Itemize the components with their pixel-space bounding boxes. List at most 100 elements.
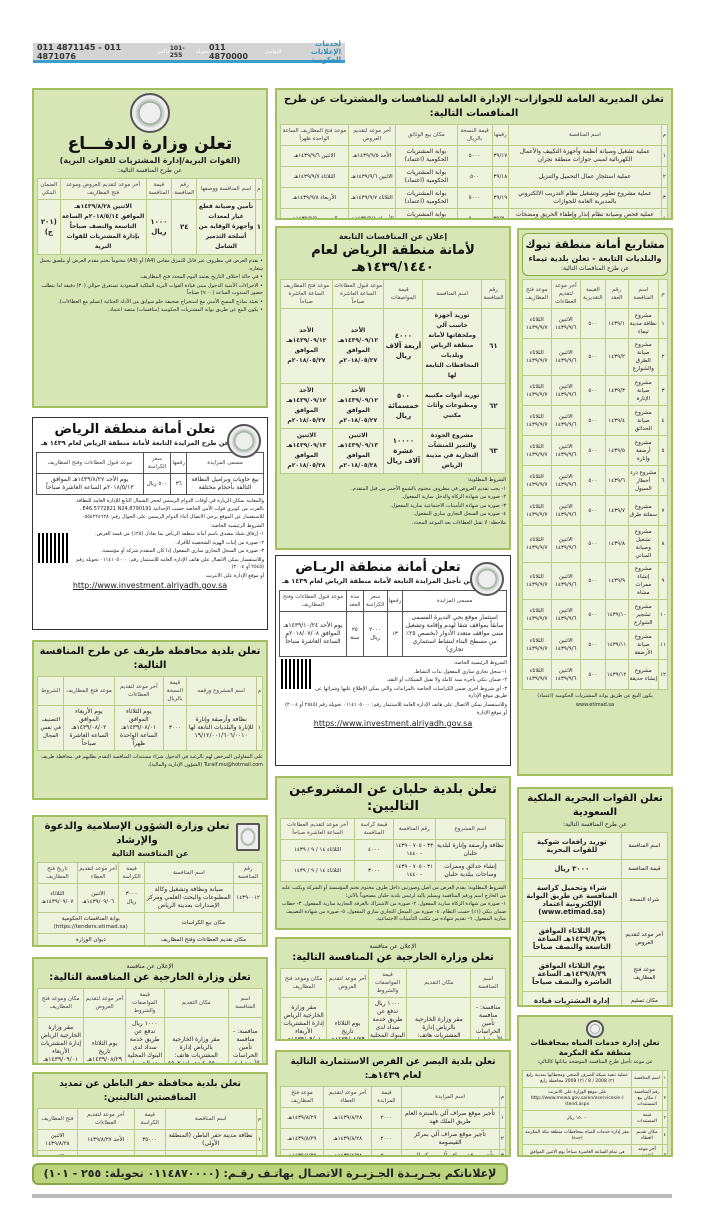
table-row: موعد فتح المظاريف يوم الثلاثاء الموافق ١٤… <box>522 956 669 992</box>
tender-table: م اسم المنافسة رقمها قيمة النسخة بالريال مكا… <box>280 124 669 218</box>
row-label: قيمة المنافسة <box>620 859 669 879</box>
table-cell: نظافة وأرصفة وإنارة لبلدية حلبان <box>434 839 507 861</box>
table-cell: ٤ <box>660 208 669 218</box>
column-header: مكان بيع الوثائق <box>395 124 458 146</box>
column-header: اسم المنافسة <box>143 862 235 884</box>
tender-table: اسم المشروع رقم المنافسة قيمة كراسة المناف… <box>279 818 507 882</box>
ad-notes: • يقدم العرض في مظروف غير قابل للتمزق مق… <box>37 258 263 315</box>
table-cell: استثمار موقع بحي النديرة المسمى سابقاً ب… <box>402 611 507 657</box>
note-line: • يقدم العرض في مظروف غير قابل للتمزق مق… <box>39 258 263 272</box>
table-row: ١٤٣٩٠٠١٢ صيانة ونظافة وتشغيل وكالة المطبو… <box>37 883 263 913</box>
table-row: مكان تسليم العروضإدارة المشتريات قيادة ا… <box>522 991 669 1005</box>
table-cell: مكان بيع الكراسات <box>143 912 264 934</box>
row-value: توريد رافعات شوكية للقوات البحرية <box>522 832 622 860</box>
note-line: www.etimad.sa <box>575 701 615 708</box>
note-line: على المقاولين المرخص لهم بالرغبة في الدخ… <box>41 754 263 768</box>
row-label: شراء النسخة <box>620 878 669 922</box>
table-cell: ١٤٣٩/٨ <box>604 525 629 563</box>
ad-islamic-affairs: تعلن وزارة الشؤون الإسلامية والدعوة والإ… <box>32 815 268 947</box>
table-cell: ٩ <box>658 562 668 600</box>
investment-link[interactable]: http://www.investment.alriyadh.gov.sa <box>72 581 228 590</box>
table-row: منافسة: - منافسة تأمين الحراسات الأمنية … <box>279 997 506 1039</box>
table-cell: ١٤٣٩/١٢ <box>604 659 629 690</box>
table-cell: الثلاثاء ١٤ / ٩ / ١٤٣٩ <box>279 860 356 882</box>
table-row: ٥ مشروع أرصفة وإنارة ١٤٣٩/٥ ٥٠٠ الاثنين ١٤٣٩… <box>522 435 668 466</box>
note-line: الشروط المطلوبة: <box>467 477 506 483</box>
tender-details-table: اسم المنافسة توريد رافعات شوكية للقوات ال… <box>522 832 669 1005</box>
ad-title: تعلن وزارة الخارجية عن المنافسة التالية: <box>292 952 494 963</box>
column-header: موعد قبول العطاءات وفتح المظاريف <box>36 452 144 474</box>
table-cell: الأربعاء ١٤٣٩/٩/٨هـ <box>347 208 397 218</box>
page-divider <box>32 1194 672 1198</box>
table-cell: ١٤٣٩/١ <box>604 308 629 339</box>
table-cell: نظافة مدينة حفر الباطن (المنطقة الأولى) <box>164 1129 257 1151</box>
table-cell: الاثنين ١٤٣٩/٩/٦ <box>550 375 582 406</box>
table-row: ١ تأمين وصيانة قطع غيار لمعدات وأجهزة الو… <box>37 199 264 255</box>
ad-notes: والمعاينة بمكان الزيارة في أوقات الدوام … <box>36 498 264 580</box>
column-header: تاريخ فتح المظاريف <box>37 862 78 884</box>
note-line: أو موقع الإدارة <box>476 710 507 716</box>
note-line: ٣- صورة من شهادة التأمينات الاجتماعية سا… <box>390 502 506 509</box>
table-cell: ١٠٠٠ ريال <box>145 199 173 255</box>
table-cell: الثلاثاء ١٤٣٩/٩/٧هـ <box>280 166 349 188</box>
tender-table: م اسم المزايدة قيمة المزايدة آخر موعد لتقدي… <box>280 1086 507 1155</box>
table-cell: ٥٠٠ خمسمائة ريال <box>383 383 424 429</box>
table-cell: ١٤٣٩/٨/٢٨هـ <box>322 1107 373 1129</box>
table-cell: ١٤٣٩/٨/٢٩هـ <box>280 1107 324 1129</box>
table-cell: مقر وزارة الخارجية بالرياض إدارة المشتري… <box>406 997 472 1039</box>
column-header: رقمها <box>386 590 404 612</box>
ad-title: تعلن بلدية محافظة حفر الباطن عن تمديد ال… <box>59 1079 241 1103</box>
table-cell: الثلاثاء ١٤٣٩/٩/٧ <box>522 435 552 466</box>
table-cell: مشروع درء أخطار السيول <box>627 465 660 496</box>
table-cell: توريد أدوات مكتبية ومطبوعات وأثاث مكتبي <box>422 383 482 429</box>
table-cell: اسم المنافسة <box>631 1070 663 1088</box>
table-row: ٣ مشروع صيانة الإنارة ١٤٣٩/٣ ٥٠٠ الاثنين ١٤٣… <box>522 375 668 406</box>
column-header: رقمها <box>491 124 510 146</box>
note-line: • في حالة اختلاف التاريخ يعتمد اليوم الم… <box>139 274 263 280</box>
tender-table: م اسم المناقصة قيمة الكراسة آخر موعد لتقديم… <box>37 1108 264 1155</box>
table-cell: مشروع نظافة مدينة تيماء <box>627 308 660 339</box>
table-cell: مشروع صيانة الإنارة <box>627 375 660 406</box>
army-emblem-icon <box>130 93 170 133</box>
table-cell: ٥٠٠ <box>580 308 606 339</box>
table-row: ٢ مشروع صيانة الطرق والشوارع ١٤٣٩/٢ ٥٠٠ الاث… <box>522 338 668 376</box>
table-cell: الاثنين ١٤٣٩/٠٩/١٣هـ الموافق ٢٠١٨/٠٥/٢٨م <box>331 428 385 474</box>
table-cell: مقر وزارة الخارجية الرياض إدارة المشتريا… <box>279 997 328 1039</box>
column-header: موعد قبول العطاءات الساعة العاشرة صباحاً <box>331 279 385 309</box>
investment-link[interactable]: https://www.investment.alriyadh.gov.sa <box>313 718 473 728</box>
table-cell: يوم الأربعاء الموافق ١٤٣٩/٠٨/٠٢هـ الساعة… <box>63 705 115 751</box>
table-cell: الثلاثاء ١٤٣٩/٩/٧ <box>522 375 552 406</box>
note-line: الشروط الرئيسية الخاصة: <box>453 660 507 666</box>
table-cell: ١٥٠٠٠ ريال <box>521 1110 633 1128</box>
table-cell: الاثنين ١٤٣٩/٨/٢٨ <box>37 1150 78 1155</box>
table-cell: ١٤٣٩/١٠ <box>604 599 629 630</box>
note-line: • تعبئة نماذج المسح الأمني مع استخراج صح… <box>58 298 263 305</box>
table-row: ٤ عملية فحص وصيانة نظام إنذار وإطفاء الحر… <box>280 208 669 218</box>
table-cell: ٣١ - ٧٠٥ - ١٤٣٩ - ١٤٤٠ <box>392 860 436 882</box>
column-header: قيمة المواصفات والشروط <box>124 988 165 1018</box>
table-cell: ٥٠٠٠ <box>456 145 493 167</box>
tender-table: م اسم المشروع ورقمه قيمة النسخة بالريال آخر… <box>36 676 264 751</box>
table-cell: بوابة المشتريات الحكومية (اعتماد) <box>395 145 458 167</box>
table-row: ٢ رقم المنافسة / مكان بيع المستندات على مو… <box>521 1087 669 1111</box>
table-cell: ١٤٣٩/٨/٢٩هـ <box>280 1128 324 1150</box>
row-value: يوم الثلاثاء الموافق ١٤٣٩/٨/٢٩هـ الساعة … <box>522 921 622 957</box>
table-row: ٤ مكان تقديم العطاء مقر إدارة خدمات المياه… <box>521 1127 669 1145</box>
table-row: ١٢ مشروع إنشاء حديقة ١٤٣٩/١٢ ٥٠٠ الاثنين ١٤٣… <box>522 659 668 690</box>
table-row: اسم المنافسة توريد رافعات شوكية للقوات ال… <box>522 832 669 860</box>
table-row: نظافة وأرصفة وإنارة لبلدية حلبان ٣٣ - ٧٠٥… <box>279 839 507 861</box>
table-cell: ٣ <box>498 1149 507 1155</box>
table-row: ١ تأجير موقع صراف آلي بالمنتزه العام طريق… <box>280 1107 507 1129</box>
table-row: ٢إعادة تأهيل المعدات والسيارات١٥٠٠الأحد … <box>37 1150 264 1155</box>
table-row: منافسة: - منافسة تأمين الحراسات الأمنية … <box>36 1017 264 1063</box>
ad-pretitle: إعلان عن المنافسات التابعة <box>338 232 448 241</box>
column-header: م <box>254 178 264 200</box>
column-header: اسم المنافسة ووصفها <box>196 178 256 200</box>
table-row: ٨ مشروع تشغيل وصيانة المباني ١٤٣٩/٨ ٥٠٠ الاث… <box>522 525 668 563</box>
table-cell: إعادة تأهيل المعدات والسيارات <box>164 1150 257 1155</box>
ad-basr-municipality: تعلن بلدية البصر عن الفرص الاستثمارية ال… <box>275 1050 511 1157</box>
table-cell: الاثنين ١٤٣٩/٠٩/١٣هـ الموافق ٢٠١٨/٠٥/٢٨م <box>280 428 333 474</box>
table-cell: توريد أجهزة حاسب آلي وملحقاتها لأمانة من… <box>422 308 482 384</box>
table-cell: تأجير موقع صراف آلي بالمنتزه العام طريق … <box>400 1107 500 1129</box>
table-cell: الأحد ١٤٣٩/٠٩/١٢هـ الموافق ٢٠١٨/٠٥/٢٧م <box>331 383 385 429</box>
